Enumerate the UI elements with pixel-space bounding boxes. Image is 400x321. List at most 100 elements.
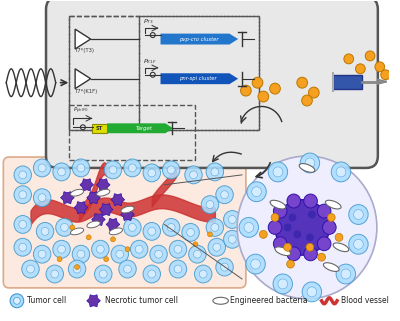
Circle shape [375,62,385,72]
Circle shape [70,225,75,230]
FancyArrow shape [160,34,238,45]
Circle shape [86,235,91,240]
Circle shape [148,270,156,278]
Circle shape [14,186,32,204]
Circle shape [268,162,288,182]
Circle shape [208,238,226,256]
Circle shape [239,218,258,237]
Circle shape [240,85,251,96]
Circle shape [208,232,212,237]
Circle shape [304,247,317,261]
Circle shape [224,211,241,229]
Polygon shape [75,29,91,49]
Circle shape [381,70,390,80]
Ellipse shape [70,228,84,235]
Ellipse shape [213,297,228,304]
Circle shape [273,204,287,218]
Circle shape [96,245,104,253]
Circle shape [294,230,301,238]
Circle shape [221,263,228,271]
Circle shape [167,223,175,231]
Circle shape [317,237,331,251]
Circle shape [14,238,32,256]
Circle shape [199,270,207,278]
Text: $P_{K1F}$: $P_{K1F}$ [143,57,157,66]
Circle shape [58,245,66,253]
FancyBboxPatch shape [3,157,246,288]
Circle shape [34,189,51,207]
Circle shape [252,77,263,88]
Text: T7*(T3): T7*(T3) [75,48,95,53]
Circle shape [287,260,294,268]
Circle shape [349,234,368,254]
Text: Tumor cell: Tumor cell [27,296,66,305]
Text: ST: ST [96,126,103,131]
Circle shape [273,274,292,294]
Circle shape [278,279,288,289]
Circle shape [150,245,167,263]
Circle shape [162,161,180,179]
Circle shape [190,171,197,179]
Circle shape [143,265,160,283]
Circle shape [211,223,219,231]
Ellipse shape [324,263,339,272]
Circle shape [252,187,262,197]
Text: Target: Target [135,126,152,131]
Circle shape [302,282,322,302]
Circle shape [260,230,267,238]
Circle shape [56,219,73,236]
Circle shape [356,64,365,74]
Circle shape [247,182,266,202]
Circle shape [271,213,279,221]
Circle shape [94,265,112,283]
Circle shape [308,87,319,98]
Circle shape [27,265,34,273]
Circle shape [72,245,90,263]
Circle shape [307,287,317,297]
Circle shape [169,240,187,258]
Polygon shape [121,209,134,221]
Circle shape [349,204,368,224]
Circle shape [284,223,292,231]
Circle shape [297,77,308,88]
Circle shape [224,230,241,248]
Circle shape [206,201,214,209]
Polygon shape [87,295,100,307]
Circle shape [304,194,317,208]
Text: T7*(K1F): T7*(K1F) [75,89,98,94]
Ellipse shape [109,228,122,235]
Circle shape [60,223,68,231]
Circle shape [211,168,219,176]
Circle shape [10,294,24,308]
Circle shape [124,159,141,177]
FancyArrow shape [160,73,238,84]
Polygon shape [106,218,120,230]
Circle shape [317,204,331,218]
Circle shape [104,257,109,262]
Circle shape [14,166,32,184]
Circle shape [354,239,363,249]
Circle shape [77,164,85,172]
Circle shape [189,245,206,263]
Circle shape [167,166,175,174]
Circle shape [194,265,212,283]
Circle shape [237,156,377,299]
Circle shape [228,215,236,223]
Circle shape [201,196,219,213]
Circle shape [341,269,351,279]
Ellipse shape [325,200,341,209]
Circle shape [318,253,326,261]
Circle shape [125,247,130,252]
Ellipse shape [87,221,100,228]
Circle shape [288,213,296,221]
Circle shape [46,265,64,283]
Circle shape [148,169,156,177]
Circle shape [306,243,314,251]
Polygon shape [60,192,74,204]
Circle shape [19,221,27,229]
Circle shape [51,270,59,278]
Ellipse shape [275,247,290,256]
Text: Necrotic tumor cell: Necrotic tumor cell [105,296,178,305]
Text: pvp-cro cluster: pvp-cro cluster [179,37,218,41]
Text: $P_{phlF0}$: $P_{phlF0}$ [73,106,89,116]
